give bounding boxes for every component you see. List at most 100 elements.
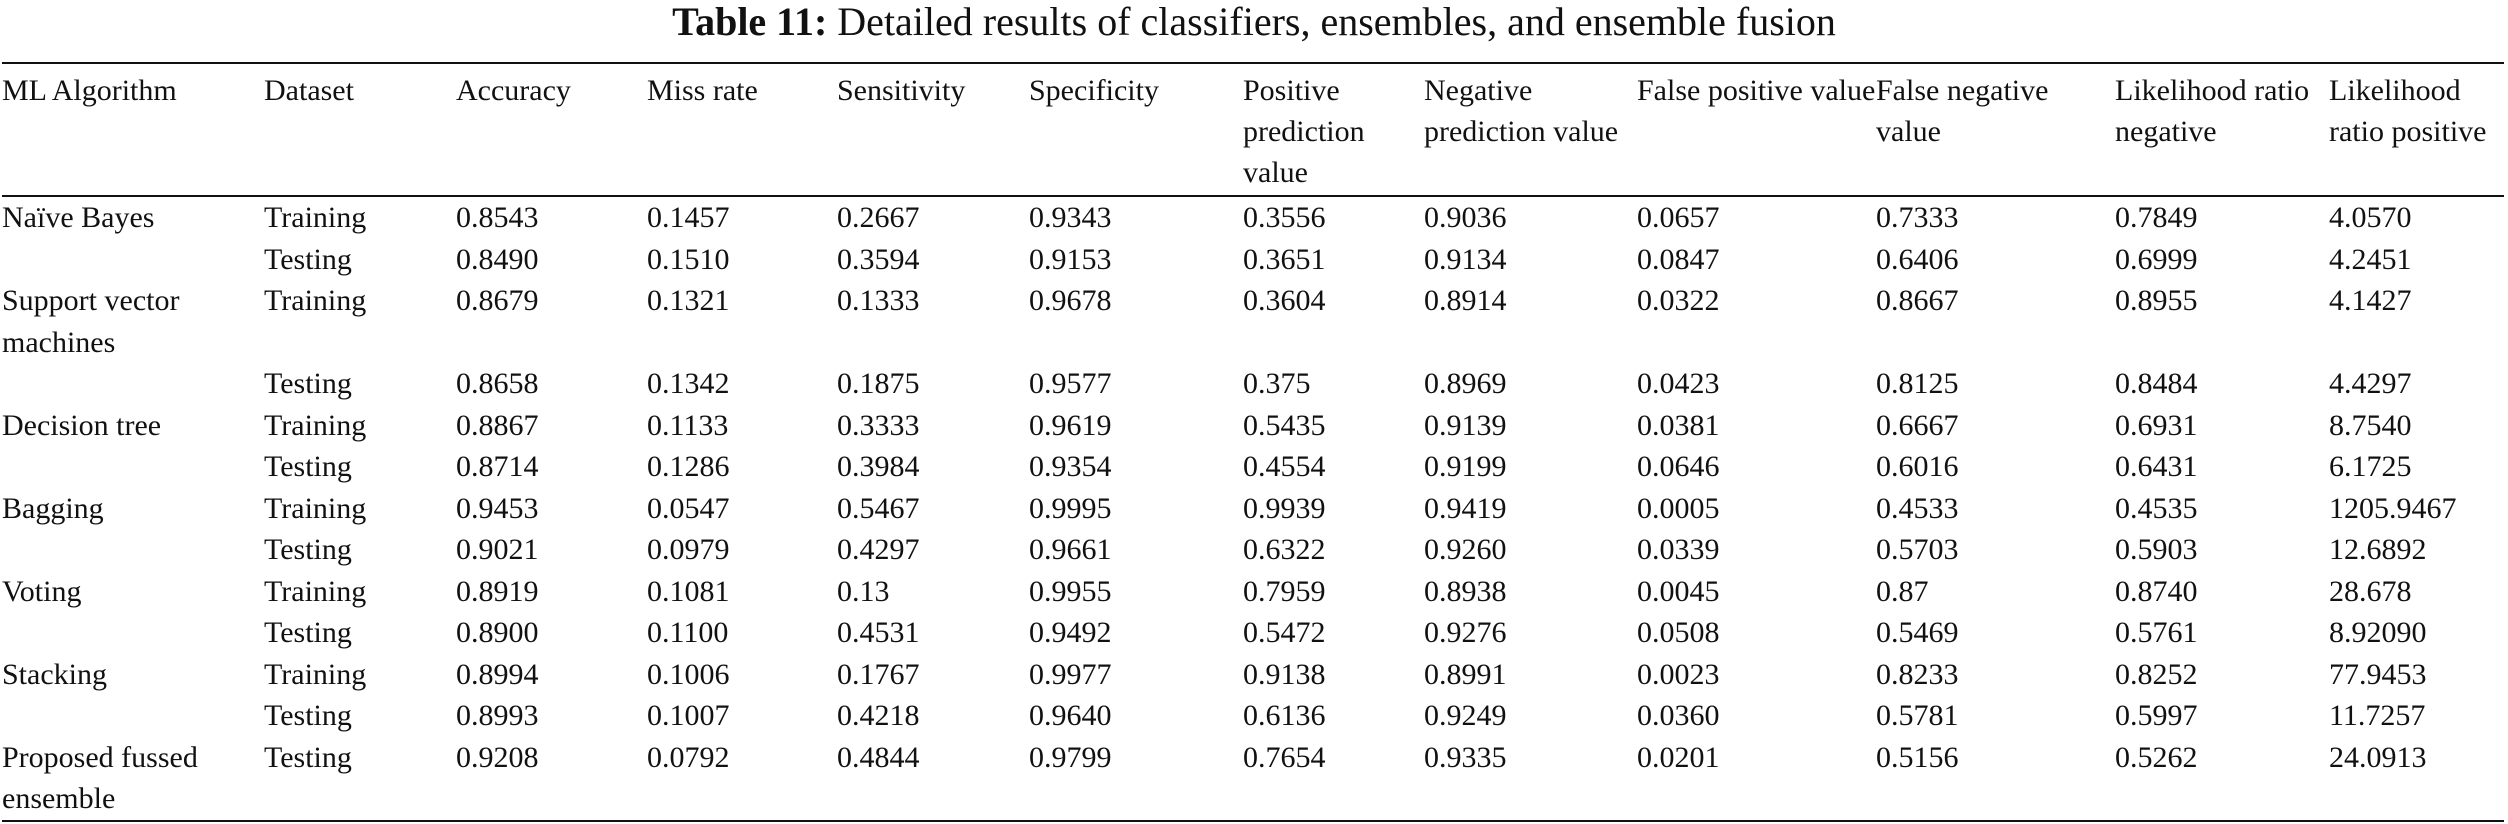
npv-cell: 0.9260 (1424, 533, 1507, 566)
fnv-cell: 0.5703 (1876, 533, 1959, 566)
ppv-cell: 0.7654 (1243, 740, 1326, 774)
miss-rate-cell: 0.0979 (647, 533, 730, 566)
lr-negative-cell: 0.6931 (2115, 408, 2198, 442)
table-row: Testing 0.8658 0.1342 0.1875 0.9577 0.375 0.89… (2, 363, 2504, 405)
lr-positive-cell: 28.678 (2329, 574, 2412, 608)
lr-positive-cell: 4.1427 (2329, 284, 2412, 317)
specificity-cell: 0.9678 (1029, 284, 1112, 317)
algorithm-cell (2, 695, 264, 737)
caption-label: Table 11: (672, 0, 828, 44)
fpv-cell: 0.0201 (1637, 740, 1720, 774)
algorithm-cell (2, 446, 264, 488)
column-header: False negative value (1876, 74, 2049, 148)
dataset-cell: Training (264, 491, 367, 525)
dataset-cell: Training (264, 284, 367, 317)
npv-cell: 0.8938 (1424, 574, 1507, 608)
accuracy-cell: 0.8490 (456, 242, 539, 276)
algorithm-cell: Support vector machines (2, 284, 180, 359)
lr-negative-cell: 0.5997 (2115, 699, 2198, 732)
fnv-cell: 0.8125 (1876, 367, 1959, 400)
table-row: Proposed fussed ensemble Testing 0.9208 0.0… (2, 737, 2504, 821)
miss-rate-cell: 0.1006 (647, 657, 730, 691)
algorithm-cell (2, 239, 264, 281)
sensitivity-cell: 0.5467 (837, 491, 920, 525)
table-row: Decision tree Training 0.8867 0.1133 0.3333 0… (2, 405, 2504, 447)
ppv-cell: 0.6136 (1243, 699, 1326, 732)
column-header: Specificity (1029, 74, 1159, 107)
ppv-cell: 0.6322 (1243, 533, 1326, 566)
table-row: Naïve Bayes Training 0.8543 0.1457 0.2667 0.9… (2, 196, 2504, 239)
specificity-cell: 0.9577 (1029, 367, 1112, 400)
specificity-cell: 0.9955 (1029, 574, 1112, 608)
table-row: Testing 0.8490 0.1510 0.3594 0.9153 0.3651 0.9… (2, 239, 2504, 281)
ppv-cell: 0.375 (1243, 367, 1311, 400)
column-header: Negative prediction value (1424, 74, 1619, 148)
accuracy-cell: 0.8867 (456, 408, 539, 442)
fnv-cell: 0.87 (1876, 574, 1929, 608)
sensitivity-cell: 0.3984 (837, 450, 920, 483)
specificity-cell: 0.9619 (1029, 408, 1112, 442)
fpv-cell: 0.0339 (1637, 533, 1720, 566)
lr-negative-cell: 0.8740 (2115, 574, 2198, 608)
npv-cell: 0.9419 (1424, 491, 1507, 525)
ppv-cell: 0.3604 (1243, 284, 1326, 317)
accuracy-cell: 0.8919 (456, 574, 539, 608)
column-header: Likelihood ratio positive (2329, 74, 2487, 148)
specificity-cell: 0.9640 (1029, 699, 1112, 732)
lr-negative-cell: 0.4535 (2115, 491, 2198, 525)
specificity-cell: 0.9799 (1029, 740, 1112, 774)
lr-positive-cell: 24.0913 (2329, 740, 2427, 774)
lr-positive-cell: 12.6892 (2329, 533, 2427, 566)
miss-rate-cell: 0.1321 (647, 284, 730, 317)
dataset-cell: Training (264, 657, 367, 691)
npv-cell: 0.9139 (1424, 408, 1507, 442)
fpv-cell: 0.0508 (1637, 616, 1720, 649)
fnv-cell: 0.5469 (1876, 616, 1959, 649)
lr-positive-cell: 4.4297 (2329, 367, 2412, 400)
dataset-cell: Training (264, 201, 367, 234)
sensitivity-cell: 0.1767 (837, 657, 920, 691)
lr-negative-cell: 0.6999 (2115, 242, 2198, 276)
algorithm-cell: Voting (2, 574, 82, 608)
lr-negative-cell: 0.6431 (2115, 450, 2198, 483)
fpv-cell: 0.0023 (1637, 657, 1720, 691)
table-row: Stacking Training 0.8994 0.1006 0.1767 0.9977… (2, 654, 2504, 696)
fnv-cell: 0.6406 (1876, 242, 1959, 276)
fnv-cell: 0.4533 (1876, 491, 1959, 525)
dataset-cell: Testing (264, 242, 352, 276)
lr-negative-cell: 0.8252 (2115, 657, 2198, 691)
algorithm-cell (2, 612, 264, 654)
lr-negative-cell: 0.5761 (2115, 616, 2198, 649)
ppv-cell: 0.7959 (1243, 574, 1326, 608)
sensitivity-cell: 0.1875 (837, 367, 920, 400)
header-row: ML Algorithm Dataset Accuracy Miss rate Sens… (2, 63, 2504, 196)
fpv-cell: 0.0360 (1637, 699, 1720, 732)
lr-negative-cell: 0.8955 (2115, 284, 2198, 317)
ppv-cell: 0.5435 (1243, 408, 1326, 442)
sensitivity-cell: 0.4844 (837, 740, 920, 774)
accuracy-cell: 0.9208 (456, 740, 539, 774)
sensitivity-cell: 0.4297 (837, 533, 920, 566)
table-row: Support vector machines Training 0.8679 0.1… (2, 280, 2504, 363)
fnv-cell: 0.8667 (1876, 284, 1959, 317)
miss-rate-cell: 0.1510 (647, 242, 730, 276)
miss-rate-cell: 0.0792 (647, 740, 730, 774)
specificity-cell: 0.9977 (1029, 657, 1112, 691)
npv-cell: 0.9199 (1424, 450, 1507, 483)
fnv-cell: 0.8233 (1876, 657, 1959, 691)
sensitivity-cell: 0.3333 (837, 408, 920, 442)
column-header: Accuracy (456, 74, 571, 107)
fnv-cell: 0.5156 (1876, 740, 1959, 774)
lr-negative-cell: 0.5262 (2115, 740, 2198, 774)
table-row: Bagging Training 0.9453 0.0547 0.5467 0.9995 0… (2, 488, 2504, 530)
column-header: ML Algorithm (2, 74, 177, 107)
accuracy-cell: 0.8543 (456, 201, 539, 234)
table-row: Voting Training 0.8919 0.1081 0.13 0.9955 0.79… (2, 571, 2504, 613)
sensitivity-cell: 0.1333 (837, 284, 920, 317)
column-header: Positive prediction value (1243, 74, 1365, 189)
npv-cell: 0.9335 (1424, 740, 1507, 774)
ppv-cell: 0.3556 (1243, 201, 1326, 234)
accuracy-cell: 0.9453 (456, 491, 539, 525)
table-row: Testing 0.8714 0.1286 0.3984 0.9354 0.4554 0.9… (2, 446, 2504, 488)
ppv-cell: 0.3651 (1243, 242, 1326, 276)
